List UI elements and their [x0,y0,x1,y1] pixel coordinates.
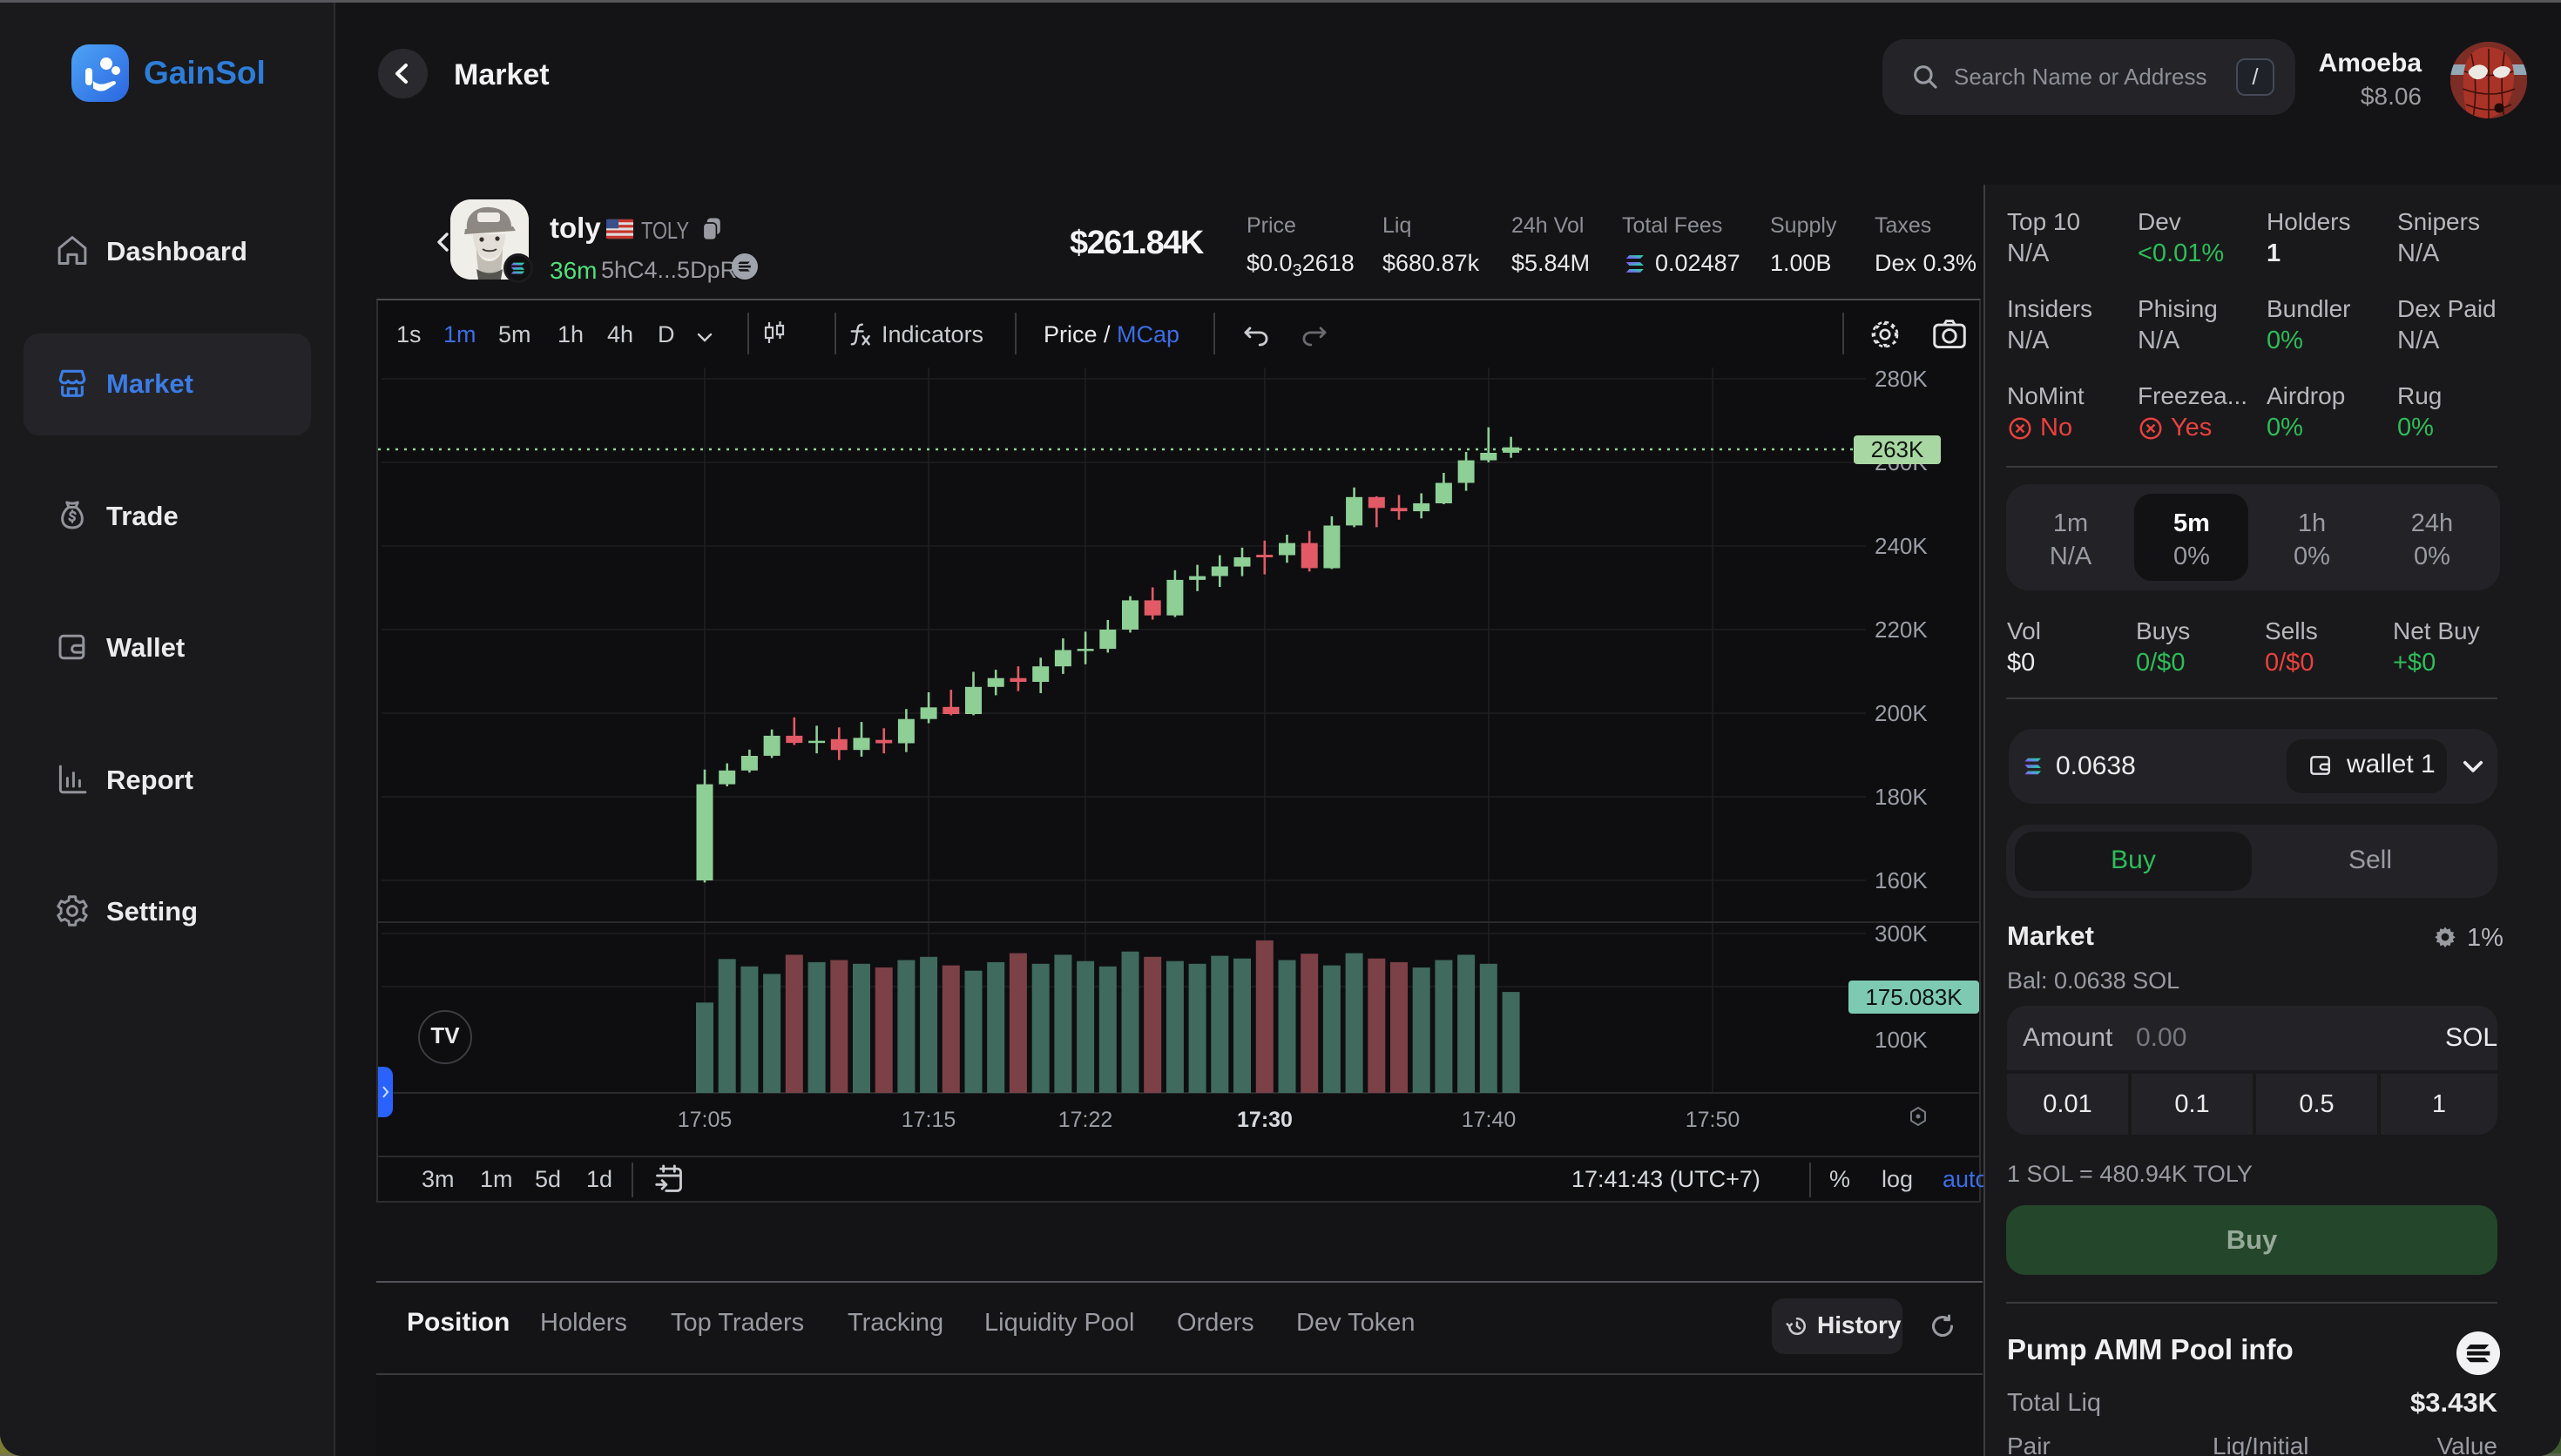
svg-text:240K: 240K [1875,533,1928,559]
svg-text:200K: 200K [1875,700,1928,726]
svg-text:263K: 263K [1871,436,1924,462]
svg-text:17:22: 17:22 [1058,1108,1113,1132]
svg-text:17:50: 17:50 [1686,1108,1740,1132]
svg-text:160K: 160K [1875,867,1928,893]
svg-text:100K: 100K [1875,1027,1928,1053]
svg-text:17:15: 17:15 [902,1108,956,1132]
svg-text:300K: 300K [1875,920,1928,947]
svg-text:17:05: 17:05 [678,1108,733,1132]
svg-text:175.083K: 175.083K [1865,984,1963,1010]
svg-text:220K: 220K [1875,617,1928,643]
svg-text:17:30: 17:30 [1237,1108,1293,1132]
svg-text:17:40: 17:40 [1462,1108,1517,1132]
svg-text:180K: 180K [1875,784,1928,810]
svg-text:280K: 280K [1875,367,1928,392]
